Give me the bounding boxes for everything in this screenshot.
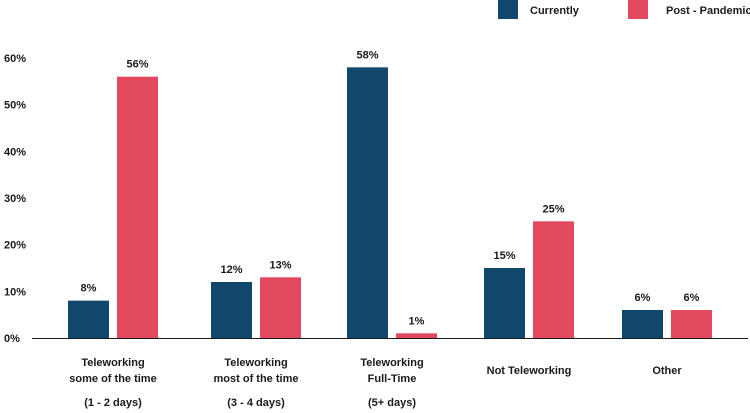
bars [68,67,712,339]
data-label: 56% [126,59,148,71]
data-label: 6% [635,292,651,304]
data-label: 6% [684,292,700,304]
x-tick-label: Teleworking Full-Time (5+ days) [360,357,423,409]
legend-item: Currently [498,0,580,19]
y-tick-label: 50% [4,100,26,112]
bar [68,300,109,338]
y-tick-label: 0% [4,333,20,345]
x-tick-label-line: Full-Time [368,373,417,385]
bar [260,277,301,338]
bar [671,310,712,338]
legend-swatch [628,0,648,19]
y-axis: 0% 10% 20% 30% 40% 50% 60% [4,53,26,345]
x-tick-label-line: (3 - 4 days) [227,397,285,409]
x-tick-label-line: Other [652,365,682,377]
bar [484,268,525,338]
data-labels: 8% 12% 58% 15% 6% 56% 13% 1% 25% 6% [81,49,700,327]
data-label: 13% [269,259,291,271]
y-tick-label: 20% [4,240,26,252]
legend-swatch [498,0,518,19]
y-tick-label: 60% [4,53,26,65]
y-tick-label: 40% [4,146,26,158]
data-label: 12% [220,264,242,276]
x-tick-label: Not Teleworking [487,365,572,377]
x-tick-label-line: Teleworking [81,357,144,369]
y-tick-label: 10% [4,286,26,298]
bar [117,76,158,339]
bar [347,67,388,338]
x-tick-label: Other [652,365,682,377]
data-label: 8% [81,283,97,295]
x-tick-label: Teleworking some of the time (1 - 2 days) [69,357,156,409]
x-tick-label-line: most of the time [214,373,299,385]
bar [533,221,574,338]
bar [396,333,437,338]
x-tick-label-line: Teleworking [224,357,287,369]
legend-item: Post - Pandemic [628,0,750,19]
x-tick-label: Teleworking most of the time (3 - 4 days) [214,357,299,409]
legend: Currently Post - Pandemic [498,0,750,19]
x-tick-label-line: Not Teleworking [487,365,572,377]
x-tick-label-line: (1 - 2 days) [84,397,142,409]
y-tick-label: 30% [4,193,26,205]
data-label: 15% [493,250,515,262]
x-tick-label-line: Teleworking [360,357,423,369]
legend-label: Currently [530,5,580,17]
x-tick-label-line: some of the time [69,373,156,385]
data-label: 58% [356,49,378,61]
bar [622,310,663,338]
data-label: 1% [409,315,425,327]
data-label: 25% [542,203,564,215]
x-tick-label-line: (5+ days) [368,397,416,409]
legend-label: Post - Pandemic [666,5,750,17]
bar [211,282,252,338]
